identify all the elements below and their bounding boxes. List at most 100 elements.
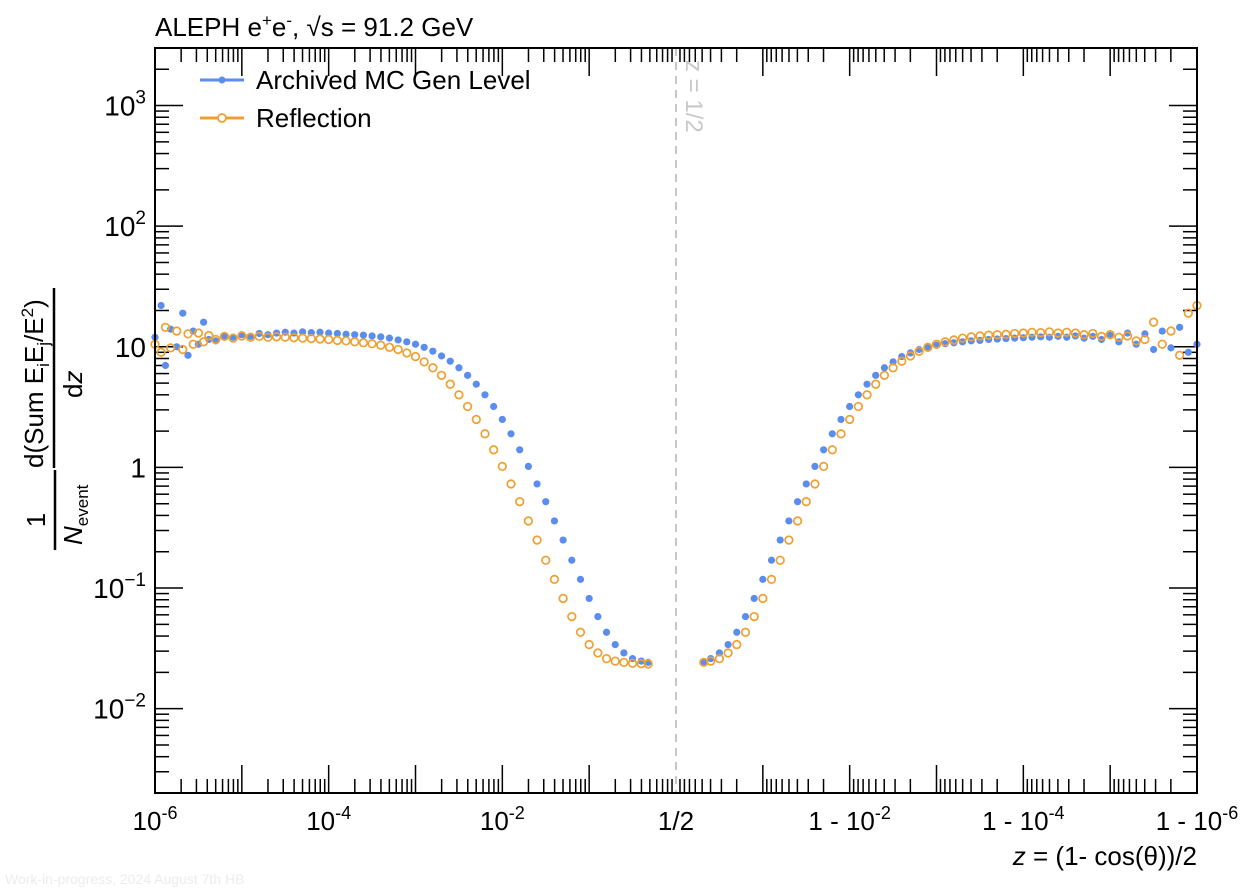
data-point-reflection [1131,336,1141,346]
x-tick-label: 10-6 [133,803,178,836]
data-point-reflection [862,390,872,400]
title-sep: , [292,12,306,42]
data-point-mc [1184,348,1192,356]
data-point-reflection [957,333,968,343]
x-tick-label: 1 - 10-6 [1156,803,1239,836]
data-point-reflection [766,574,777,585]
data-point-reflection [1157,339,1167,349]
data-point-reflection [575,627,586,637]
data-point-mc [793,498,802,506]
data-point-reflection [549,574,560,585]
data-point-mc [264,331,272,339]
y-label-sup-2: 2 [18,308,37,317]
data-point-reflection [358,338,369,348]
data-point-mc [611,640,619,649]
data-point-mc [316,328,324,336]
data-point-mc [759,575,767,583]
data-point-reflection [1018,328,1028,338]
data-point-reflection [1036,328,1046,338]
y-tick-label: 1 [130,452,146,483]
data-point-reflection [714,653,725,664]
y-label-dz: dz [58,371,88,398]
data-point-mc [637,657,645,665]
data-point-reflection [289,333,299,343]
data-point-mc [325,329,333,337]
data-point-mc [785,517,793,525]
data-point-mc [767,556,776,564]
data-point-reflection [983,330,994,340]
title-mid: e [272,12,286,42]
data-point-mc [776,536,784,544]
data-point-mc [950,339,958,347]
data-point-mc [1176,323,1184,331]
data-point-reflection [992,330,1002,340]
data-point-reflection [818,461,829,472]
data-point-reflection [228,333,238,343]
data-point-mc [255,329,263,338]
data-point-mc [394,336,402,344]
data-point-reflection [523,516,534,526]
data-point-mc [498,415,506,424]
data-point-mc [299,328,307,336]
data-point-mc [481,391,489,399]
data-point-reflection [801,497,811,507]
y-label-dsum-text: d(Sum E [19,367,49,468]
data-point-mc [377,333,385,341]
data-point-mc [220,332,229,340]
data-point-mc [542,498,550,506]
y-label-close: ) [19,299,49,308]
data-point-reflection [271,332,282,342]
data-point-reflection [172,326,182,336]
data-point-reflection [428,363,438,373]
data-point-mc [872,371,880,379]
data-point-mc [351,331,359,339]
data-point-mc [828,430,836,438]
data-point-reflection [601,653,612,664]
data-point-mc [200,318,208,326]
data-point-reflection [723,648,733,658]
data-point-mc [846,402,854,411]
data-point-mc [880,364,889,372]
y-label-dsum: d(Sum EiEj/E2) [18,299,53,468]
data-point-mc [559,536,567,544]
data-point-reflection [836,429,846,439]
data-point-reflection [263,332,273,342]
y-label-n: N [58,526,88,545]
data-point-mc [1071,332,1080,340]
data-point-mc [576,575,585,583]
data-point-mc [733,628,741,636]
data-point-reflection [845,414,855,425]
data-point-reflection [471,414,481,425]
data-point-reflection [827,445,837,455]
data-point-reflection [237,331,247,341]
data-point-mc [507,430,515,438]
data-point-reflection [558,593,568,604]
y-label-e-div: /E [19,317,49,342]
data-point-reflection [156,347,166,357]
title-experiment: ALEPH e [155,12,262,42]
data-point-reflection [541,555,551,565]
data-point-mc [524,462,532,470]
data-point-reflection [436,370,447,380]
legend-label-mc: Archived MC Gen Level [256,65,531,95]
data-point-mc [820,446,828,454]
data-point-mc [464,371,472,379]
x-tick-label: 1 - 10-4 [982,803,1065,836]
data-point-reflection [515,497,525,507]
data-point-reflection [445,379,455,389]
legend-marker-mc [218,76,226,84]
data-point-reflection [419,357,429,367]
data-point-mc [700,658,708,666]
data-point-reflection [810,479,820,489]
data-point-mc [385,334,394,342]
x-tick-label: 1 - 10-2 [808,803,891,836]
data-point-reflection [332,335,343,346]
y-label-sub-j: j [34,342,53,347]
data-point-reflection [297,333,308,343]
data-point-reflection [879,370,890,380]
data-point-reflection [367,339,377,349]
data-point-mc [863,380,871,388]
data-point-mc [802,480,810,488]
data-point-reflection [211,334,221,345]
data-point-reflection [610,656,620,666]
